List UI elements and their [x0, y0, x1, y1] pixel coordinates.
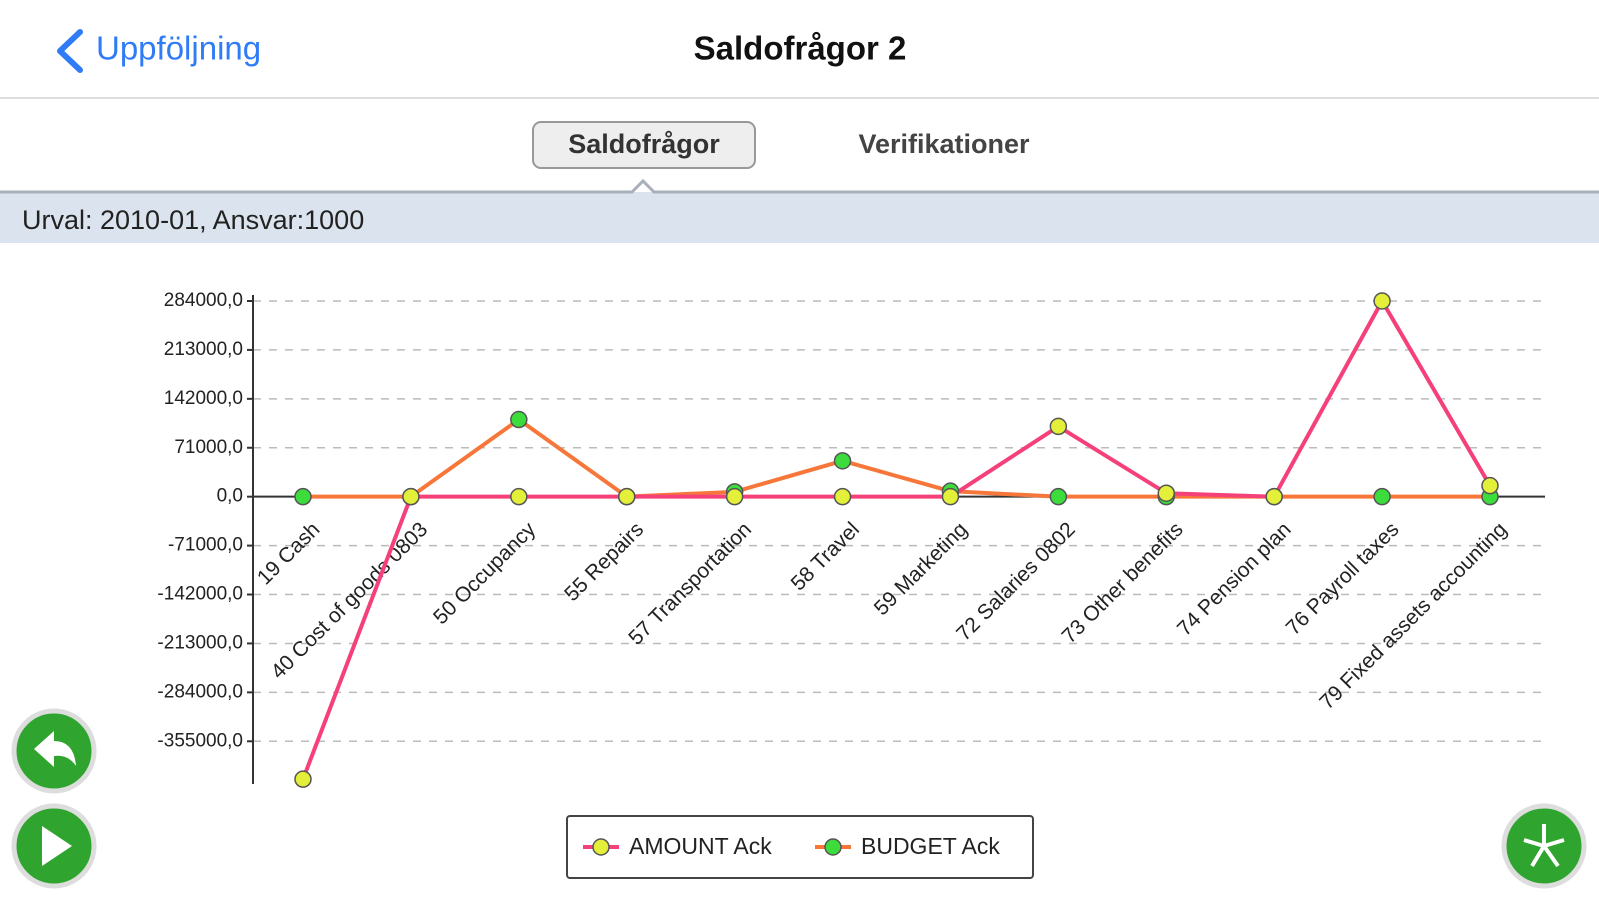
data-point — [510, 487, 528, 506]
series-line — [301, 299, 1492, 780]
x-tick-label: 58 Travel — [787, 518, 864, 595]
y-tick-label: 0,0 — [217, 486, 243, 507]
data-point — [510, 410, 528, 429]
y-tick-label: -142000,0 — [157, 584, 243, 605]
nav-title: Saldofrågor 2 — [694, 30, 907, 67]
legend-item: BUDGET Ack — [815, 833, 1000, 859]
selection-text: Urval: 2010-01, Ansvar:1000 — [22, 205, 364, 235]
x-tick-label: 50 Occupancy — [429, 518, 541, 630]
y-tick-label: 142000,0 — [164, 388, 243, 409]
x-tick-label: 59 Marketing — [870, 518, 972, 620]
data-point — [402, 487, 420, 506]
back-chevron[interactable] — [57, 29, 83, 73]
undo-icon[interactable] — [34, 731, 76, 767]
data-point — [941, 487, 960, 506]
back-label[interactable]: Uppföljning — [96, 30, 261, 67]
x-tick-label: 76 Payroll taxes — [1282, 518, 1404, 640]
y-tick-label: -355000,0 — [157, 730, 243, 751]
data-point — [1481, 476, 1499, 495]
data-point — [1373, 292, 1391, 310]
x-tick-label: 79 Fixed assets accounting — [1315, 518, 1511, 714]
data-point — [833, 487, 852, 506]
series-line — [303, 417, 1490, 499]
nav-bar — [0, 0, 1599, 98]
x-tick-label: 73 Other benefits — [1058, 518, 1188, 648]
legend-marker — [824, 838, 842, 856]
x-tick-label: 19 Cash — [253, 518, 325, 590]
x-tick-label: 74 Pension plan — [1173, 518, 1296, 641]
data-point — [833, 452, 852, 470]
selection-bar — [0, 192, 1599, 243]
legend-label: AMOUNT Ack — [629, 833, 772, 859]
play-button[interactable] — [11, 803, 97, 889]
legend-marker — [592, 838, 610, 856]
data-point — [1373, 487, 1391, 506]
y-tick-label: 213000,0 — [164, 339, 243, 360]
legend-label: BUDGET Ack — [861, 833, 1000, 859]
legend — [566, 815, 1034, 879]
tab-pointer — [0, 178, 1599, 194]
tab-selected[interactable] — [532, 121, 756, 169]
y-tick-label: -71000,0 — [168, 535, 243, 556]
data-point — [1265, 487, 1283, 506]
data-point — [725, 487, 744, 506]
tab-label[interactable]: Verifikationer — [858, 129, 1030, 159]
data-point — [1157, 484, 1176, 502]
undo-button[interactable] — [11, 708, 97, 794]
back-button[interactable]: Uppföljning — [57, 29, 261, 73]
data-point — [1049, 487, 1068, 506]
y-tick-label: 71000,0 — [174, 437, 243, 458]
data-point — [617, 487, 636, 506]
legend-item: AMOUNT Ack — [583, 833, 772, 859]
x-tick-label: 55 Repairs — [560, 518, 648, 606]
share-icon[interactable] — [1523, 824, 1565, 868]
data-point — [294, 770, 312, 788]
tab-label[interactable]: Saldofrågor — [568, 129, 720, 159]
x-tick-label: 72 Salaries 0802 — [952, 518, 1080, 646]
data-point — [294, 487, 312, 506]
y-tick-label: 284000,0 — [164, 290, 243, 311]
y-tick-label: -284000,0 — [157, 681, 243, 702]
share-button[interactable] — [1501, 803, 1587, 889]
play-icon[interactable] — [42, 826, 72, 866]
data-point — [1049, 417, 1068, 436]
y-tick-label: -213000,0 — [157, 632, 243, 653]
